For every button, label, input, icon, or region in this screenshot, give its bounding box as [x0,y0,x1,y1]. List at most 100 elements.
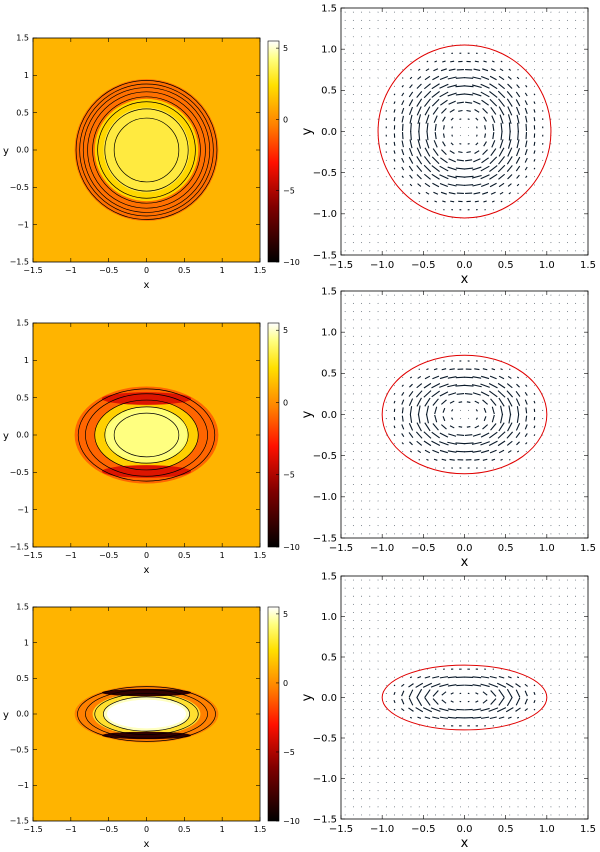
vector-arrow [402,184,404,186]
vector-arrow [424,397,431,407]
vector-arrow [508,68,512,71]
vector-arrow [393,691,396,696]
vector-arrow [472,376,482,379]
y-tick-label: −1.5 [10,258,29,267]
vector-arrow [515,707,521,712]
x-tick-label: −1.5 [329,543,353,554]
vector-arrow [496,707,507,713]
vector-arrow [401,100,405,106]
vector-arrow [506,431,514,439]
vector-arrow [439,383,449,388]
vector-arrow [507,83,513,89]
vector-arrow [488,440,498,446]
vector-arrow [498,422,505,432]
vector-arrow [447,92,457,97]
vector-arrow [516,406,520,415]
y-tick-label: 0.0 [321,410,337,421]
vector-arrow [497,164,506,173]
x-tick-label: 1.5 [580,260,596,271]
vector-arrow [516,106,521,116]
vector-arrow [516,183,520,187]
vector-arrow [480,91,490,98]
colorbar-tick-label: −5 [283,187,295,196]
vector-arrow [416,83,422,89]
vector-arrow [489,182,497,188]
vector-arrow [472,92,482,97]
vector-arrow [500,413,504,424]
vector-arrow [432,75,440,81]
vector-arrow [424,675,431,679]
vector-arrow [426,60,429,63]
x-axis-label: x [461,555,469,570]
vector-arrow [401,424,405,430]
y-tick-label: −1.0 [313,492,337,503]
vector-arrow [440,68,447,72]
heatmap-field [74,386,219,484]
vector-arrow [440,157,448,164]
vector-arrow [439,432,449,438]
vector-arrow [410,69,412,71]
y-tick-label: 1 [24,71,29,80]
vector-arrow [408,707,414,712]
vector-arrow [516,114,520,124]
vector-arrow [480,174,490,180]
vector-arrow [450,60,455,63]
y-tick-label: 1.5 [16,34,29,43]
vector-arrow [393,150,396,154]
vector-arrow [507,114,512,125]
heatmap-panel-0: 5 0 −5 −10 −1.5−1.5 −1 −1 −0.5 −0.5 0 0.0 0.5 0.5 1 1 1… [3,34,300,291]
vector-arrow [442,407,446,413]
vector-arrow [393,699,396,704]
x-tick-label: 0 [144,825,149,834]
contour-line-2 [82,87,211,213]
x-tick-label: 0.5 [498,543,514,554]
vector-arrow [426,368,429,371]
vector-arrow [439,83,449,89]
y-tick-label: 0.0 [321,127,337,138]
vector-arrow [488,683,499,688]
vector-arrow [439,165,449,172]
vector-arrow [408,106,413,116]
x-tick-label: 0 [144,266,149,275]
vector-arrow [473,192,481,195]
vector-arrow [409,139,413,149]
vector-arrow [442,60,446,63]
vector-arrow [516,147,521,157]
vector-arrow [401,149,405,156]
vector-arrow [408,147,413,157]
vector-arrow [533,101,536,105]
vector-arrow [450,200,455,203]
vector-arrow [442,416,446,422]
vector-arrow [417,138,422,149]
y-tick-label: −1.5 [313,250,337,261]
x-tick-label: 0.0 [457,543,473,554]
vector-arrow [516,450,520,453]
vector-arrow [434,60,438,63]
vector-arrow [508,130,511,141]
contour-line-2 [94,399,199,471]
vector-arrow [480,83,490,89]
vector-arrow [449,368,455,371]
vector-arrow [491,414,495,423]
vector-arrow [425,68,430,72]
boundary-ellipse [377,44,552,219]
vector-arrow [466,426,471,428]
vector-arrow [533,141,536,146]
vector-arrow [409,716,413,719]
vector-arrow [417,76,422,80]
vector-arrow [524,149,528,156]
y-tick-label: 1.5 [16,603,29,612]
x-tick-label: −1.5 [23,266,42,275]
y-tick-label: −0.5 [313,451,337,462]
heat-band-2 [103,107,190,193]
vector-arrow [447,174,458,179]
vector-arrow [480,676,490,679]
y-tick-label: −0.5 [10,745,29,754]
vector-arrow [456,159,464,162]
vector-arrow [447,708,457,711]
vector-arrow [426,458,429,461]
vector-arrow [432,449,440,454]
vector-arrow [423,156,431,165]
vector-arrow [451,417,454,420]
vector-arrow [489,156,498,165]
